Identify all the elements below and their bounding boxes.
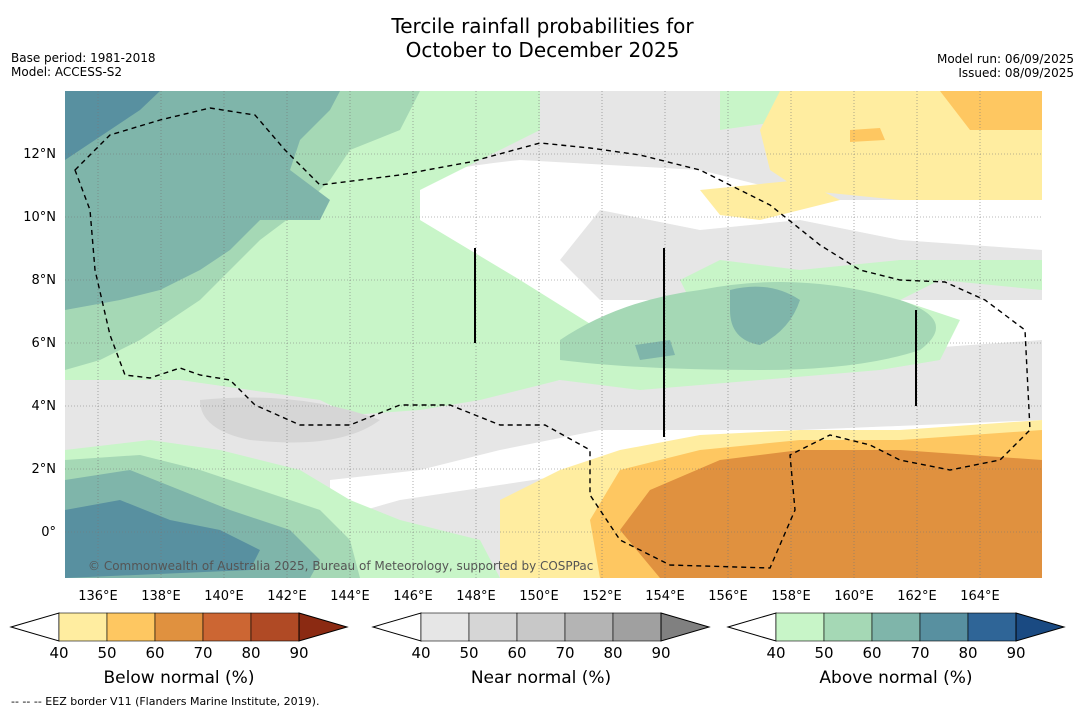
meta-right: Model run: 06/09/2025 Issued: 08/09/2025 bbox=[937, 52, 1074, 80]
colorbar-right-extension bbox=[660, 612, 711, 642]
y-tick-label: 10°N bbox=[23, 210, 56, 225]
x-tick-label: 156°E bbox=[708, 589, 748, 604]
colorbar-right-extension bbox=[298, 612, 349, 642]
base-period: Base period: 1981-2018 bbox=[11, 51, 156, 65]
colorbar-segment bbox=[871, 612, 921, 642]
y-tick-label: 4°N bbox=[32, 399, 57, 414]
colorbar-segment bbox=[564, 612, 614, 642]
above-normal-sw-80 bbox=[65, 500, 260, 578]
colorbar-tick-label: 40 bbox=[411, 644, 430, 662]
boundary-lines bbox=[474, 248, 917, 437]
colorbar-segment bbox=[612, 612, 662, 642]
model-name: Model: ACCESS-S2 bbox=[11, 65, 123, 79]
y-tick-label: 0° bbox=[41, 525, 56, 540]
colorbar-tick-label: 60 bbox=[507, 644, 526, 662]
colorbar-tick-label: 60 bbox=[862, 644, 881, 662]
map-title: Tercile rainfall probabilities for Octob… bbox=[0, 14, 1085, 62]
x-tick-label: 152°E bbox=[582, 589, 622, 604]
colorbar-segment bbox=[58, 612, 108, 642]
colorbar-segment bbox=[516, 612, 566, 642]
gridlines bbox=[65, 91, 1042, 578]
colorbar-tick-label: 40 bbox=[49, 644, 68, 662]
above-colorbar: 40 50 60 70 80 90 bbox=[726, 612, 1066, 662]
x-tick-label: 140°E bbox=[204, 589, 244, 604]
colorbar-segment bbox=[106, 612, 156, 642]
x-tick-label: 164°E bbox=[960, 589, 1000, 604]
colorbar-left-extension bbox=[726, 612, 777, 642]
title-line1: Tercile rainfall probabilities for bbox=[391, 14, 694, 38]
x-tick-label: 150°E bbox=[519, 589, 559, 604]
above-normal-70 bbox=[65, 91, 340, 310]
colorbar-segment bbox=[823, 612, 873, 642]
x-axis-ticks: 136°E 138°E 140°E 142°E 144°E 146°E 148°E 150°E… bbox=[78, 589, 1000, 604]
colorbar-tick-label: 80 bbox=[603, 644, 622, 662]
near-normal-50 bbox=[200, 397, 380, 443]
colorbar-tick-label: 60 bbox=[145, 644, 164, 662]
colorbar-segment bbox=[202, 612, 252, 642]
colorbar-tick-label: 80 bbox=[958, 644, 977, 662]
x-tick-label: 160°E bbox=[834, 589, 874, 604]
colorbar-segment bbox=[420, 612, 470, 642]
colorbar-right-extension bbox=[1015, 612, 1066, 642]
colorbar-segment bbox=[967, 612, 1017, 642]
issued-date: Issued: 08/09/2025 bbox=[958, 66, 1074, 80]
x-tick-label: 144°E bbox=[330, 589, 370, 604]
x-tick-label: 146°E bbox=[393, 589, 433, 604]
colorbar-left-extension bbox=[9, 612, 60, 642]
colorbar-tick-label: 90 bbox=[289, 644, 308, 662]
title-line2: October to December 2025 bbox=[405, 38, 680, 62]
x-tick-label: 136°E bbox=[78, 589, 118, 604]
colorbars: 40 50 60 70 80 90 40 50 60 70 80 90 40 50 60 70 80 90 bbox=[9, 612, 1066, 662]
near-normal-label: Near normal (%) bbox=[470, 668, 612, 688]
x-tick-label: 158°E bbox=[771, 589, 811, 604]
y-axis-ticks: 12°N 10°N 8°N 6°N 4°N 2°N 0° bbox=[23, 147, 56, 540]
below-normal-label: Below normal (%) bbox=[103, 668, 255, 688]
colorbar-tick-label: 50 bbox=[459, 644, 478, 662]
colorbar-segment bbox=[468, 612, 518, 642]
colorbar-tick-label: 70 bbox=[193, 644, 212, 662]
colorbar-tick-label: 90 bbox=[651, 644, 670, 662]
colorbar-tick-label: 50 bbox=[97, 644, 116, 662]
below-normal-50-ne2 bbox=[700, 180, 840, 220]
eez-footer: -- -- -- EEZ border V11 (Flanders Marine… bbox=[11, 695, 320, 708]
y-tick-label: 8°N bbox=[32, 273, 57, 288]
colorbar-segment bbox=[154, 612, 204, 642]
above-normal-label: Above normal (%) bbox=[819, 668, 973, 688]
x-tick-label: 154°E bbox=[645, 589, 685, 604]
below-colorbar: 40 50 60 70 80 90 bbox=[9, 612, 349, 662]
colorbar-tick-label: 50 bbox=[814, 644, 833, 662]
colorbar-left-extension bbox=[371, 612, 422, 642]
near-colorbar: 40 50 60 70 80 90 bbox=[371, 612, 711, 662]
x-tick-label: 162°E bbox=[897, 589, 937, 604]
colorbar-tick-label: 70 bbox=[555, 644, 574, 662]
below-normal-60-spot bbox=[850, 128, 885, 142]
x-tick-label: 138°E bbox=[141, 589, 181, 604]
copyright-text: © Commonwealth of Australia 2025, Bureau… bbox=[88, 559, 593, 573]
below-normal-60-ne bbox=[940, 91, 1042, 130]
model-run: Model run: 06/09/2025 bbox=[936, 52, 1074, 66]
probability-field bbox=[65, 91, 1042, 578]
colorbar-tick-label: 40 bbox=[766, 644, 785, 662]
x-tick-label: 142°E bbox=[267, 589, 307, 604]
colorbar-tick-label: 90 bbox=[1006, 644, 1025, 662]
colorbar-tick-label: 80 bbox=[241, 644, 260, 662]
colorbar-segment bbox=[919, 612, 969, 642]
colorbar-segment bbox=[250, 612, 300, 642]
x-tick-label: 148°E bbox=[456, 589, 496, 604]
y-tick-label: 2°N bbox=[32, 462, 57, 477]
meta-left: Base period: 1981-2018 Model: ACCESS-S2 bbox=[11, 51, 156, 79]
above-normal-80 bbox=[65, 91, 160, 160]
colorbar-segment bbox=[775, 612, 825, 642]
colorbar-tick-label: 70 bbox=[910, 644, 929, 662]
below-normal-70-se bbox=[620, 450, 1042, 578]
above-normal-70-central bbox=[730, 286, 800, 345]
y-tick-label: 6°N bbox=[32, 336, 57, 351]
y-tick-label: 12°N bbox=[23, 147, 56, 162]
